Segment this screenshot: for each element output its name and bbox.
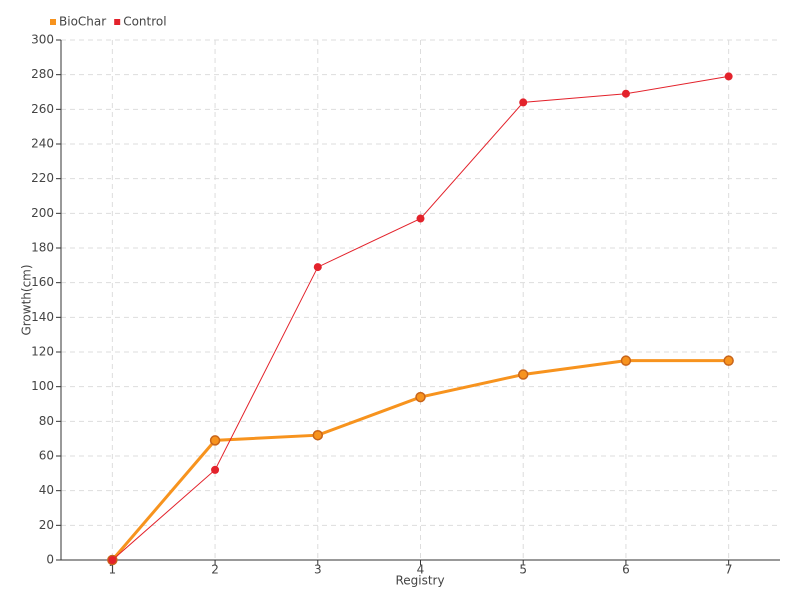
y-tick-label: 180 [31,241,54,255]
data-point [108,556,117,564]
y-tick-label: 20 [39,518,54,532]
data-point [312,429,324,441]
y-tick-label: 160 [31,275,54,289]
x-tick-label: 2 [211,563,219,577]
x-axis-label: Registry [395,574,444,588]
data-point [209,435,221,446]
data-point [620,355,632,366]
data-point [724,72,733,81]
x-tick-label: 5 [519,563,527,577]
data-point [313,263,322,272]
data-point [415,391,426,403]
y-tick-label: 140 [31,310,54,324]
legend-label: Control [123,15,166,29]
y-axis-label: Growth(cm) [20,264,34,335]
legend-swatch [114,19,121,25]
y-tick-label: 240 [31,137,54,151]
data-point [723,355,734,366]
y-tick-label: 100 [31,379,54,393]
y-tick-label: 200 [31,206,54,220]
data-point [517,369,529,380]
x-tick-label: 6 [622,563,630,577]
y-tick-label: 60 [39,449,54,463]
y-tick-label: 0 [46,553,54,567]
y-tick-label: 40 [39,483,54,497]
data-point [416,214,425,223]
x-tick-label: 7 [725,563,733,577]
x-tick-label: 1 [109,563,117,577]
legend-label: BioChar [59,15,106,29]
y-tick-label: 280 [31,67,54,81]
legend-swatch [50,19,56,25]
x-tick-label: 4 [417,563,425,577]
x-tick-label: 3 [314,563,322,577]
y-tick-label: 220 [31,171,54,185]
data-point [519,98,528,107]
data-point [621,89,630,98]
data-point [211,465,220,474]
y-tick-label: 80 [39,414,54,428]
y-tick-label: 120 [31,345,54,359]
y-tick-label: 300 [31,33,54,47]
y-tick-label: 260 [31,102,54,116]
